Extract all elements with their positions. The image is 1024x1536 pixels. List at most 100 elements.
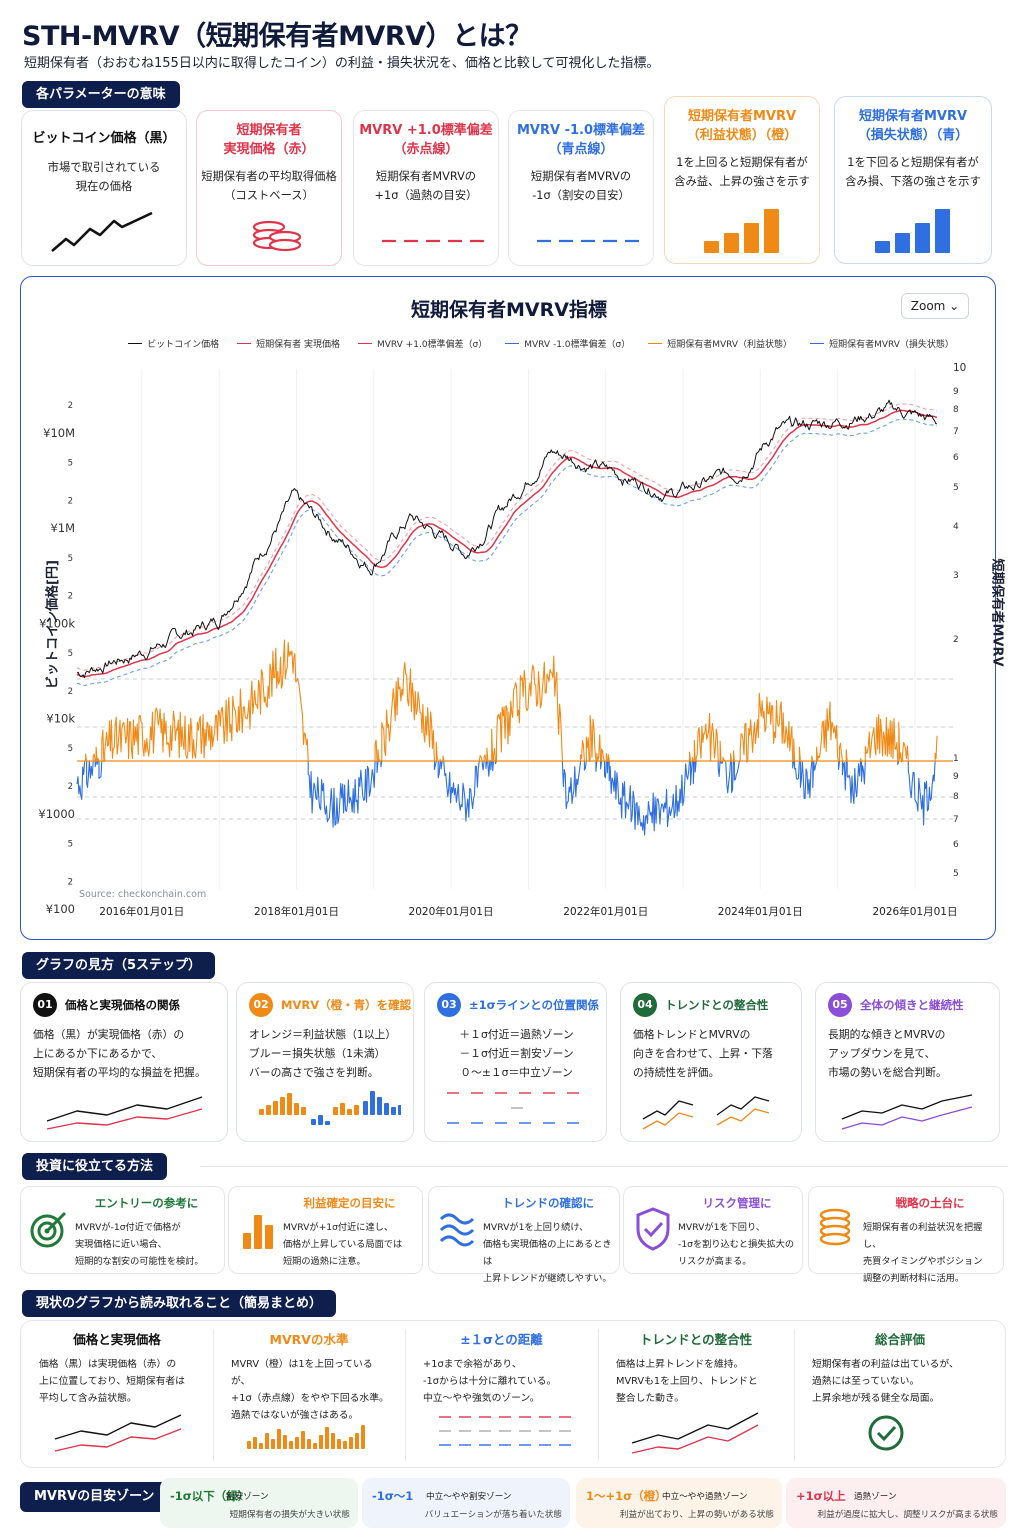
step-line: 向きを合わせて、上昇・下落 (633, 1047, 773, 1060)
bar (259, 1443, 263, 1449)
zone-card-2: -1σ～1 中立～やや割安ゾーン バリュエーションが落ち着いた状態 (362, 1478, 570, 1528)
check-circle-icon (868, 1415, 904, 1451)
mvrv-loss-line (838, 760, 841, 771)
legend-label: MVRV -1.0標準偏差（σ） (524, 340, 631, 350)
mvrv-loss-line (860, 760, 866, 785)
step-number: 05 (828, 993, 852, 1017)
mvrv-profit-line (793, 738, 796, 762)
red-dashed-line-icon (354, 215, 498, 255)
mvrv-profit-line (92, 753, 96, 762)
legend-item: 短期保有者MVRV（利益状態） (648, 337, 792, 350)
param-title: MVRV -1.0標準偏差 （青点線） (509, 121, 653, 159)
use-desc: 短期保有者の利益状況を把握し、 売買タイミングやポジション 調整の判断材料に活用。 (863, 1219, 999, 1287)
mvrv-loss-line (583, 760, 587, 771)
step-card-02: 02 MVRV（橙・青）を確認 オレンジ＝利益状態（1以上） ブルー＝損失状態（1未満… (236, 982, 414, 1142)
left-tick-label: 5 (68, 744, 73, 754)
right-tick-label: 1 (953, 754, 959, 764)
use-title: エントリーの参考に (94, 1196, 199, 1210)
step-title: トレンドとの整合性 (665, 998, 769, 1012)
zoom-dropdown[interactable]: Zoom ⌄ (901, 293, 969, 319)
summary-illustration (631, 1412, 759, 1454)
bar (347, 1109, 352, 1115)
bar-chart-icon (237, 1205, 279, 1253)
summary-line: MVRVも1を上回り、トレンドと (616, 1376, 758, 1387)
summary-desc: 価格は上昇トレンドを維持。 MVRVも1を上回り、トレンドと 整合した動き。 (616, 1356, 780, 1407)
legend-label: MVRV +1.0標準偏差（σ） (376, 340, 488, 350)
mvrv-loss-line (487, 760, 491, 777)
zone-card-4: +1σ以上 過熱ゾーン 利益が過度に拡大し、調整リスクが高まる状態 (786, 1478, 1006, 1528)
bar (313, 1443, 317, 1449)
bar (744, 223, 759, 253)
mvrv-profit-line (864, 714, 899, 762)
param-desc-line: 含み損、下落の強さを示す (845, 175, 981, 188)
blue-dashed-line-icon (537, 239, 639, 243)
summary-col-2: MVRVの水準 MVRV（橙）は1を上回っているが、 +1σ（赤点線）をやや下回る水… (213, 1321, 405, 1469)
summary-heading: 現状のグラフから読み取れること（簡易まとめ） (22, 1290, 337, 1317)
use-line: MVRVが1を下回り、 (678, 1222, 765, 1233)
step-number: 01 (33, 993, 57, 1017)
step-title: 価格と実現価格の関係 (65, 998, 180, 1012)
bar (266, 1105, 271, 1115)
summary-illustration (51, 1409, 193, 1463)
coin-stack-icon (819, 1208, 851, 1246)
right-tick-label: 8 (953, 405, 959, 415)
shield-check-icon (636, 1207, 670, 1251)
use-desc: MVRVが+1σ付近に達し、 価格が上昇している局面では 短期の過熱に注意。 (283, 1219, 418, 1270)
param-desc-line: 1を下回ると短期保有者が (847, 156, 979, 169)
param-desc-line: 短期保有者MVRVの (530, 170, 632, 183)
legend-swatch (237, 343, 252, 344)
coin (268, 238, 302, 252)
bar (243, 1233, 251, 1249)
bar (294, 1103, 299, 1115)
param-card-3: MVRV +1.0標準偏差 （赤点線） 短期保有者MVRVの +1σ（過熱の目安） (353, 110, 499, 266)
mvrv-loss-line (606, 760, 609, 774)
param-title-line: 実現価格（赤） (223, 142, 315, 157)
mvrv-loss-line (733, 760, 741, 781)
legend-swatch (810, 343, 825, 344)
mvrv-profit-line (719, 740, 722, 762)
zone-sub: 過熱ゾーン (854, 1492, 897, 1502)
realized-price-line (76, 409, 938, 678)
mvrv-loss-line (731, 760, 735, 793)
price-line (54, 1414, 182, 1440)
step-line: 短期保有者の平均的な損益を把握。 (33, 1066, 206, 1079)
shield (636, 1207, 670, 1251)
mvrv-line (841, 1106, 973, 1130)
param-title: 短期保有者MVRV （損失状態）（青） (835, 107, 991, 145)
mvrv-loss-line (841, 760, 847, 791)
left-tick-label: 2 (68, 401, 73, 411)
right-tick-label: 4 (953, 522, 959, 532)
blue-bars-icon (875, 209, 950, 253)
step-line: バーの高さで強さを判断。 (249, 1066, 379, 1079)
param-title-line: 短期保有者MVRV (687, 109, 797, 124)
param-desc-line: -1σ（割安の目安） (532, 189, 630, 202)
param-desc-line: 現在の価格 (75, 180, 133, 193)
params-heading: 各パラメーターの意味 (22, 81, 180, 108)
uses-divider (200, 1166, 1008, 1167)
mvrv-profit-line (816, 701, 840, 762)
left-tick-label: 2 (68, 592, 73, 602)
blue-dashed-line-icon (509, 215, 653, 255)
zone-card-3: 1～+1σ（橙） 中立～やや過熱ゾーン 利益が出ており、上昇の勢いがある状態 (576, 1478, 782, 1528)
legend-swatch (648, 343, 663, 344)
minus-1sigma-line (76, 418, 938, 687)
btc-price-line (76, 399, 938, 678)
param-desc-line: （コストベース） (224, 189, 314, 202)
x-tick-label: 2022年01月01日 (563, 905, 648, 918)
mvrv-profit-line (860, 757, 863, 762)
summary-separator (794, 1329, 795, 1461)
step-body: 価格（黒）が実現価格（赤）の 上にあるか下にあるかで、 短期保有者の平均的な損益を把… (33, 1025, 217, 1082)
step-card-04: 04 トレンドとの整合性 価格トレンドとMVRVの 向きを合わせて、上昇・下落 の持続性… (620, 982, 802, 1142)
bar (273, 1101, 278, 1115)
param-desc: 短期保有者の平均取得価格 （コストベース） (197, 167, 341, 205)
mvrv-loss-line (490, 760, 493, 771)
use-desc: MVRVが1を上回り続け、 価格も実現価格の上にあるときは 上昇トレンドが継続しやす… (483, 1219, 615, 1287)
legend-swatch (505, 343, 520, 344)
bar (277, 1429, 281, 1449)
summary-box: 価格と実現価格 価格（黒）は実現価格（赤）の 上に位置しており、短期保有者は 平均して… (20, 1320, 1006, 1468)
left-tick-label: 5 (68, 459, 73, 469)
coin (819, 1232, 851, 1246)
zone-desc: 短期保有者の損失が大きい状態 (229, 1510, 350, 1520)
summary-title: トレンドとの整合性 (639, 1332, 753, 1347)
price-line (716, 1096, 770, 1116)
